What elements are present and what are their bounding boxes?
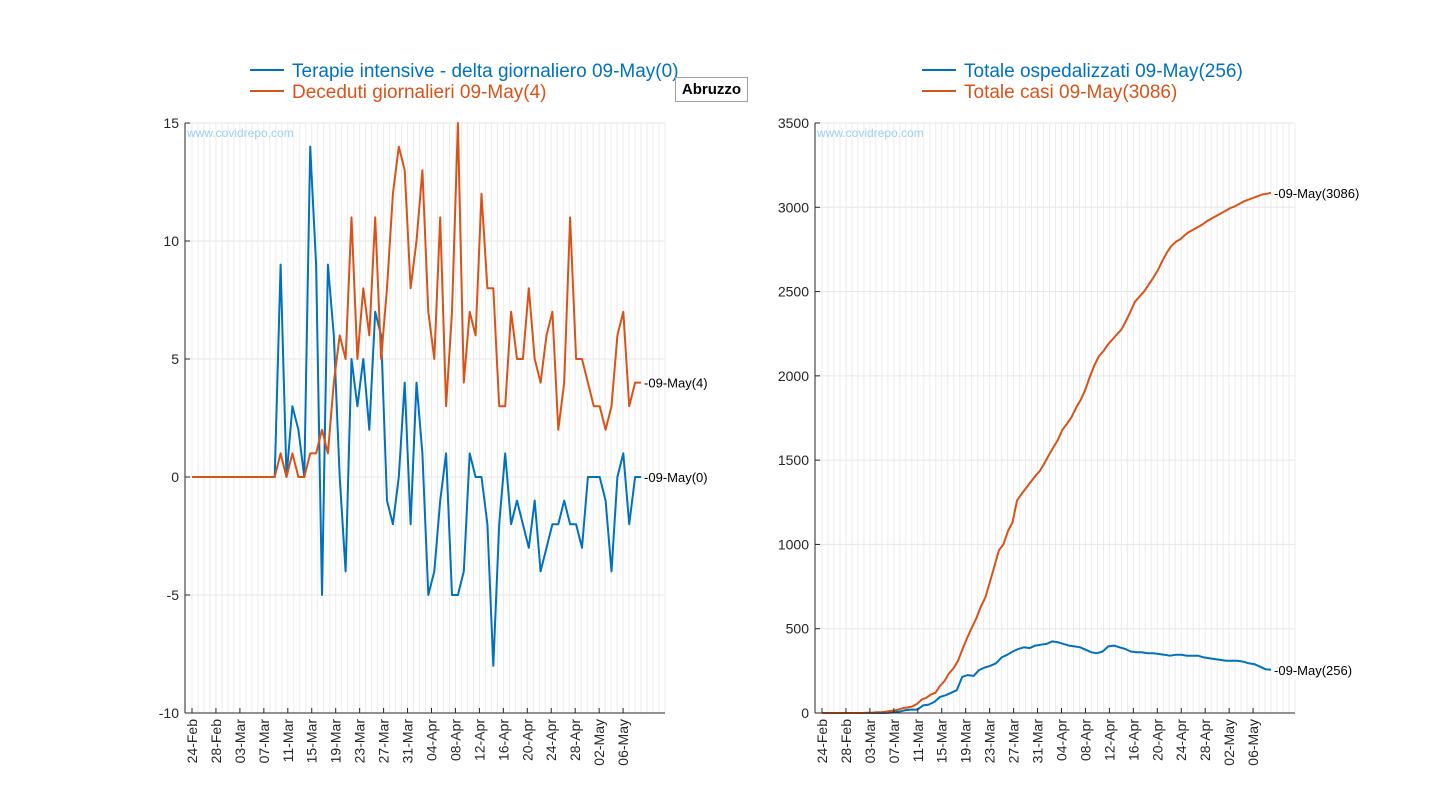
right-x-tick-label: 03-Mar: [862, 719, 878, 764]
right-legend-label-1: Totale ospedalizzati 09-May(256): [964, 61, 1243, 82]
right-chart-panel: www.covidrepo.com 0 500 1000 1500 2000 2500 30…: [778, 61, 1359, 766]
left-x-tick-label: 23-Mar: [352, 719, 368, 764]
right-chart-lines: [822, 191, 1272, 714]
left-x-tick-label: 11-Mar: [280, 719, 296, 763]
left-end-labels: -09-May(0) -09-May(4): [644, 376, 708, 485]
left-y-tick-label: -5: [167, 587, 180, 603]
left-chart-panel: www.covidrepo.com -10 -5 0 5 10 15 24-Feb 28-F…: [159, 61, 708, 766]
right-legend: Totale ospedalizzati 09-May(256) Totale …: [922, 61, 1243, 103]
left-legend: Terapie intensive - delta giornaliero 09…: [250, 61, 679, 103]
left-end-label-1: -09-May(0): [644, 470, 708, 485]
left-y-ticks: -10 -5 0 5 10 15: [159, 115, 190, 721]
right-y-ticks: 0 500 1000 1500 2000 2500 3000 3500: [778, 115, 820, 721]
right-end-label-1: -09-May(256): [1274, 663, 1352, 678]
left-legend-label-1: Terapie intensive - delta giornaliero 09…: [292, 61, 679, 82]
right-chart-grid: [815, 122, 1296, 714]
right-y-tick-label: 0: [801, 705, 809, 721]
left-x-tick-label: 04-Apr: [423, 719, 439, 761]
left-x-tick-label: 03-Mar: [232, 719, 248, 764]
right-end-label-2: -09-May(3086): [1274, 186, 1359, 201]
right-x-tick-label: 28-Feb: [838, 719, 854, 764]
left-y-tick-label: 10: [163, 233, 179, 249]
right-x-tick-label: 19-Mar: [958, 719, 974, 764]
right-x-tick-label: 31-Mar: [1030, 719, 1046, 764]
left-x-tick-label: 16-Apr: [495, 719, 511, 761]
left-x-tick-label: 02-May: [591, 719, 607, 766]
right-y-tick-label: 2500: [778, 284, 809, 300]
left-watermark: www.covidrepo.com: [186, 126, 294, 140]
left-chart-grid: [185, 122, 666, 714]
left-x-tick-label: 08-Apr: [447, 719, 463, 761]
left-x-tick-label: 20-Apr: [519, 719, 535, 761]
left-x-tick-label: 24-Feb: [184, 719, 200, 764]
right-x-tick-label: 11-Mar: [910, 719, 926, 763]
right-series-line-1: [822, 640, 1272, 714]
right-x-tick-label: 16-Apr: [1125, 719, 1141, 761]
right-x-tick-label: 08-Apr: [1077, 719, 1093, 761]
right-x-tick-label: 20-Apr: [1149, 719, 1165, 761]
right-y-tick-label: 1000: [778, 536, 809, 552]
left-x-tick-label: 12-Apr: [471, 719, 487, 761]
right-y-tick-label: 3500: [778, 115, 809, 131]
left-legend-label-2: Deceduti giornalieri 09-May(4): [292, 82, 547, 103]
right-x-tick-label: 24-Apr: [1173, 719, 1189, 761]
right-watermark: www.covidrepo.com: [816, 126, 924, 140]
left-x-ticks: 24-Feb 28-Feb 03-Mar 07-Mar 11-Mar 15-Mar 19-M…: [184, 708, 631, 766]
left-series-line-2: [192, 122, 642, 478]
left-x-tick-label: 06-May: [615, 719, 631, 766]
left-y-tick-label: 15: [163, 115, 179, 131]
left-chart-lines: [192, 122, 642, 667]
right-x-tick-label: 07-Mar: [886, 719, 902, 764]
right-x-tick-label: 28-Apr: [1197, 719, 1213, 761]
right-series-line-2: [822, 191, 1272, 714]
left-x-tick-label: 19-Mar: [328, 719, 344, 764]
left-x-tick-label: 07-Mar: [256, 719, 272, 764]
left-end-label-2: -09-May(4): [644, 376, 708, 391]
right-x-tick-label: 24-Feb: [814, 719, 830, 764]
right-x-tick-label: 06-May: [1245, 719, 1261, 766]
left-x-tick-label: 24-Apr: [543, 719, 559, 761]
right-y-tick-label: 1500: [778, 452, 809, 468]
right-x-tick-label: 04-Apr: [1053, 719, 1069, 761]
left-y-tick-label: -10: [159, 705, 179, 721]
right-x-tick-label: 15-Mar: [934, 719, 950, 764]
right-x-tick-label: 12-Apr: [1101, 719, 1117, 761]
right-y-tick-label: 2000: [778, 368, 809, 384]
right-legend-label-2: Totale casi 09-May(3086): [964, 82, 1177, 103]
left-x-tick-label: 28-Feb: [208, 719, 224, 764]
right-x-tick-label: 23-Mar: [982, 719, 998, 764]
right-x-tick-label: 27-Mar: [1006, 719, 1022, 764]
right-x-tick-label: 02-May: [1221, 719, 1237, 766]
left-y-tick-label: 5: [171, 351, 179, 367]
left-x-tick-label: 28-Apr: [567, 719, 583, 761]
right-y-tick-label: 3000: [778, 199, 809, 215]
left-x-tick-label: 15-Mar: [304, 719, 320, 764]
left-y-tick-label: 0: [171, 469, 179, 485]
left-x-tick-label: 27-Mar: [376, 719, 392, 764]
left-series-line-1: [192, 145, 642, 667]
region-label: Abruzzo: [675, 77, 748, 102]
right-y-tick-label: 500: [786, 621, 810, 637]
right-end-labels: -09-May(256) -09-May(3086): [1274, 186, 1359, 678]
right-x-ticks: 24-Feb 28-Feb 03-Mar 07-Mar 11-Mar 15-Mar 19-M…: [814, 708, 1261, 766]
left-x-tick-label: 31-Mar: [400, 719, 416, 764]
